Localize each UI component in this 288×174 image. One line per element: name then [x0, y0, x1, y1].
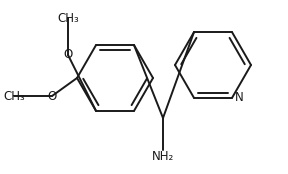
- Text: N: N: [235, 91, 244, 104]
- Text: CH₃: CH₃: [3, 89, 25, 102]
- Text: O: O: [48, 89, 57, 102]
- Text: NH₂: NH₂: [152, 150, 174, 163]
- Text: CH₃: CH₃: [57, 11, 79, 25]
- Text: O: O: [63, 49, 73, 61]
